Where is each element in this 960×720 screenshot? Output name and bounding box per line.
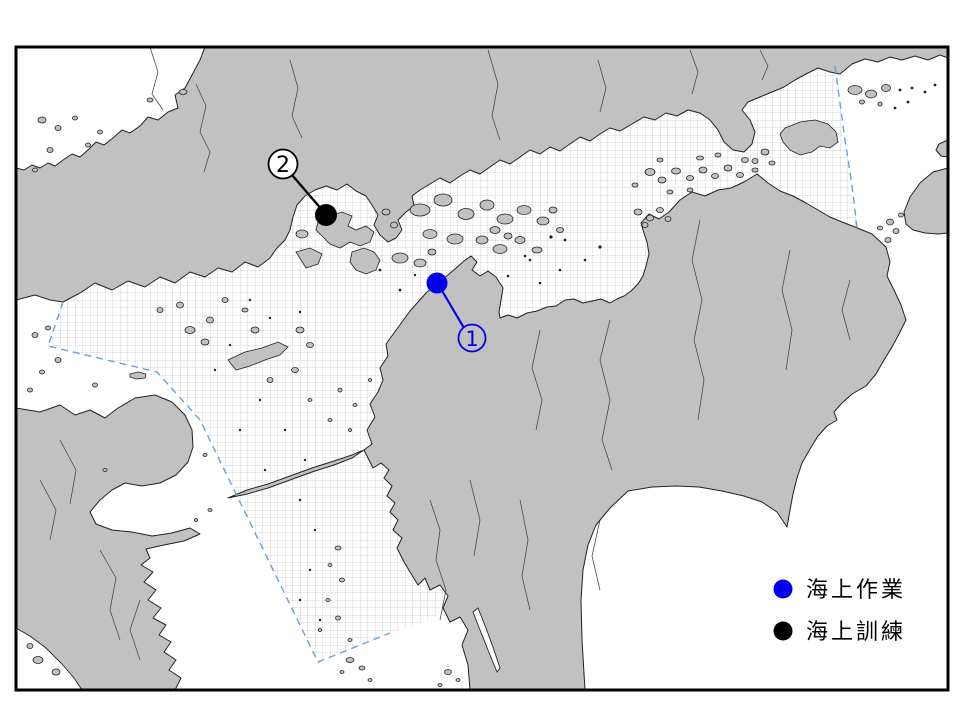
marker-1-dot xyxy=(427,273,448,294)
marker-1-label: 1 xyxy=(465,327,478,351)
legend-training-label: 海上訓練 xyxy=(806,620,906,645)
marker-2-dot xyxy=(315,204,337,226)
legend-work-dot xyxy=(774,580,793,599)
map-page: 2 1 海上作業 海上訓練 xyxy=(0,0,960,720)
marker-2-label: 2 xyxy=(276,153,290,178)
legend-work-label: 海上作業 xyxy=(806,578,906,603)
seto-inland-sea-map: 2 1 海上作業 海上訓練 xyxy=(0,0,960,720)
island-himeshima xyxy=(130,372,146,379)
legend-training-dot xyxy=(774,622,793,641)
